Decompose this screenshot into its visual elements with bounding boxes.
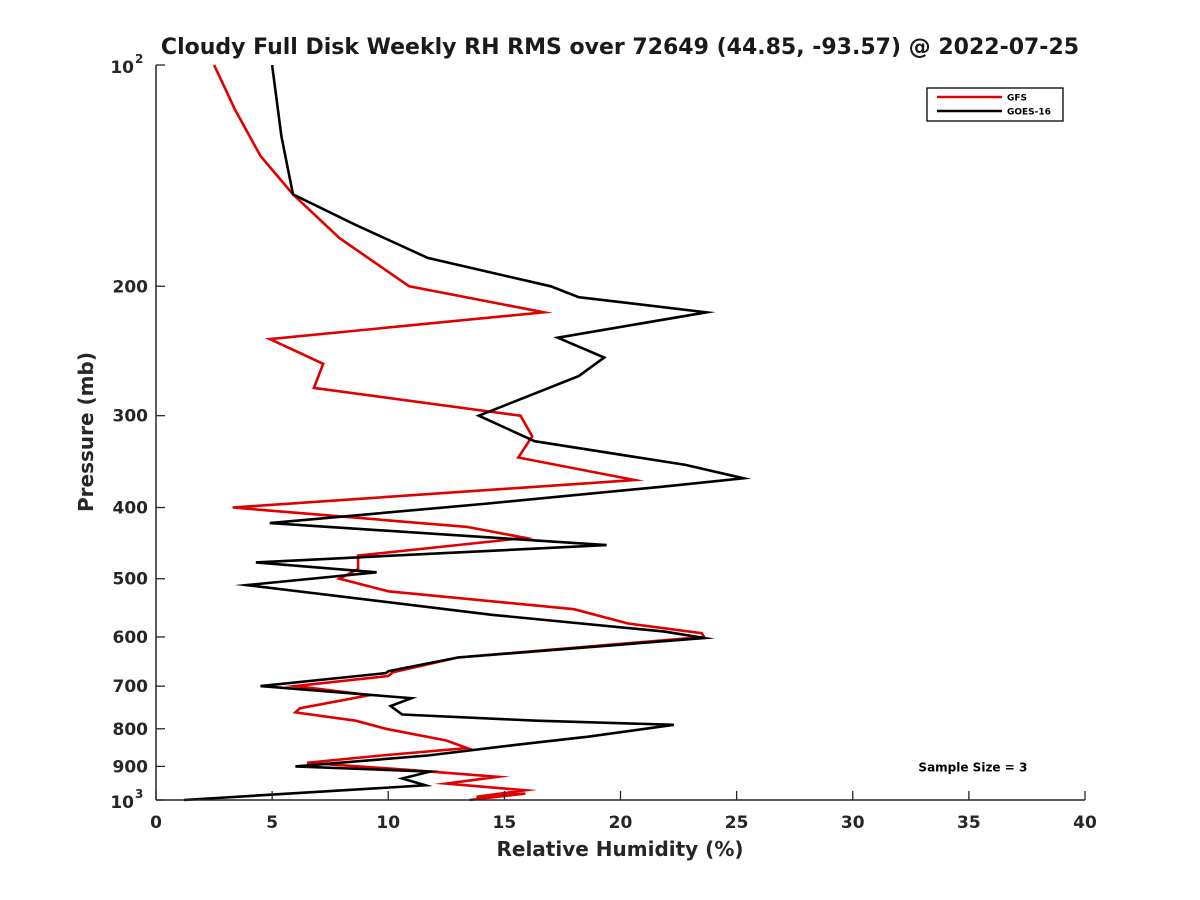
- chart-title: Cloudy Full Disk Weekly RH RMS over 7264…: [161, 35, 1079, 60]
- y-tick-label: 10: [110, 58, 134, 78]
- y-tick-label: 400: [113, 499, 149, 519]
- x-ticks: 0 5 10 15 20 25 30 35 40: [150, 791, 1097, 833]
- legend-label: GOES-16: [1007, 108, 1051, 118]
- y-tick-label: 700: [113, 677, 149, 697]
- y-tick-label: 900: [113, 757, 149, 777]
- x-tick-label: 25: [725, 813, 749, 833]
- plot-lines: [183, 64, 752, 802]
- y-tick-exponent: 3: [135, 787, 143, 801]
- y-tick-exponent: 2: [135, 52, 143, 66]
- legend-box: [926, 87, 1064, 122]
- x-tick-label: 40: [1073, 813, 1097, 833]
- x-tick-label: 5: [266, 813, 278, 833]
- y-tick-label: 200: [113, 277, 149, 297]
- series-line-gfs: [212, 64, 707, 802]
- x-tick-label: 30: [841, 813, 865, 833]
- x-tick-label: 35: [957, 813, 981, 833]
- y-tick-label: 300: [113, 407, 149, 427]
- legend-label: GFS: [1007, 94, 1027, 104]
- x-tick-label: 20: [609, 813, 633, 833]
- x-axis-label: Relative Humidity (%): [496, 837, 743, 861]
- x-tick-label: 15: [493, 813, 517, 833]
- series-line-goes-16: [183, 64, 752, 802]
- y-tick-label: 800: [113, 720, 149, 740]
- x-tick-label: 10: [376, 813, 400, 833]
- y-tick-label: 10: [110, 793, 134, 813]
- sample-size-annotation: Sample Size = 3: [918, 760, 1027, 774]
- y-axis-label: Pressure (mb): [74, 352, 98, 512]
- legend: GFS GOES-16: [926, 87, 1064, 122]
- y-tick-label: 500: [113, 570, 149, 590]
- y-tick-label: 600: [113, 628, 149, 648]
- x-tick-label: 0: [150, 813, 162, 833]
